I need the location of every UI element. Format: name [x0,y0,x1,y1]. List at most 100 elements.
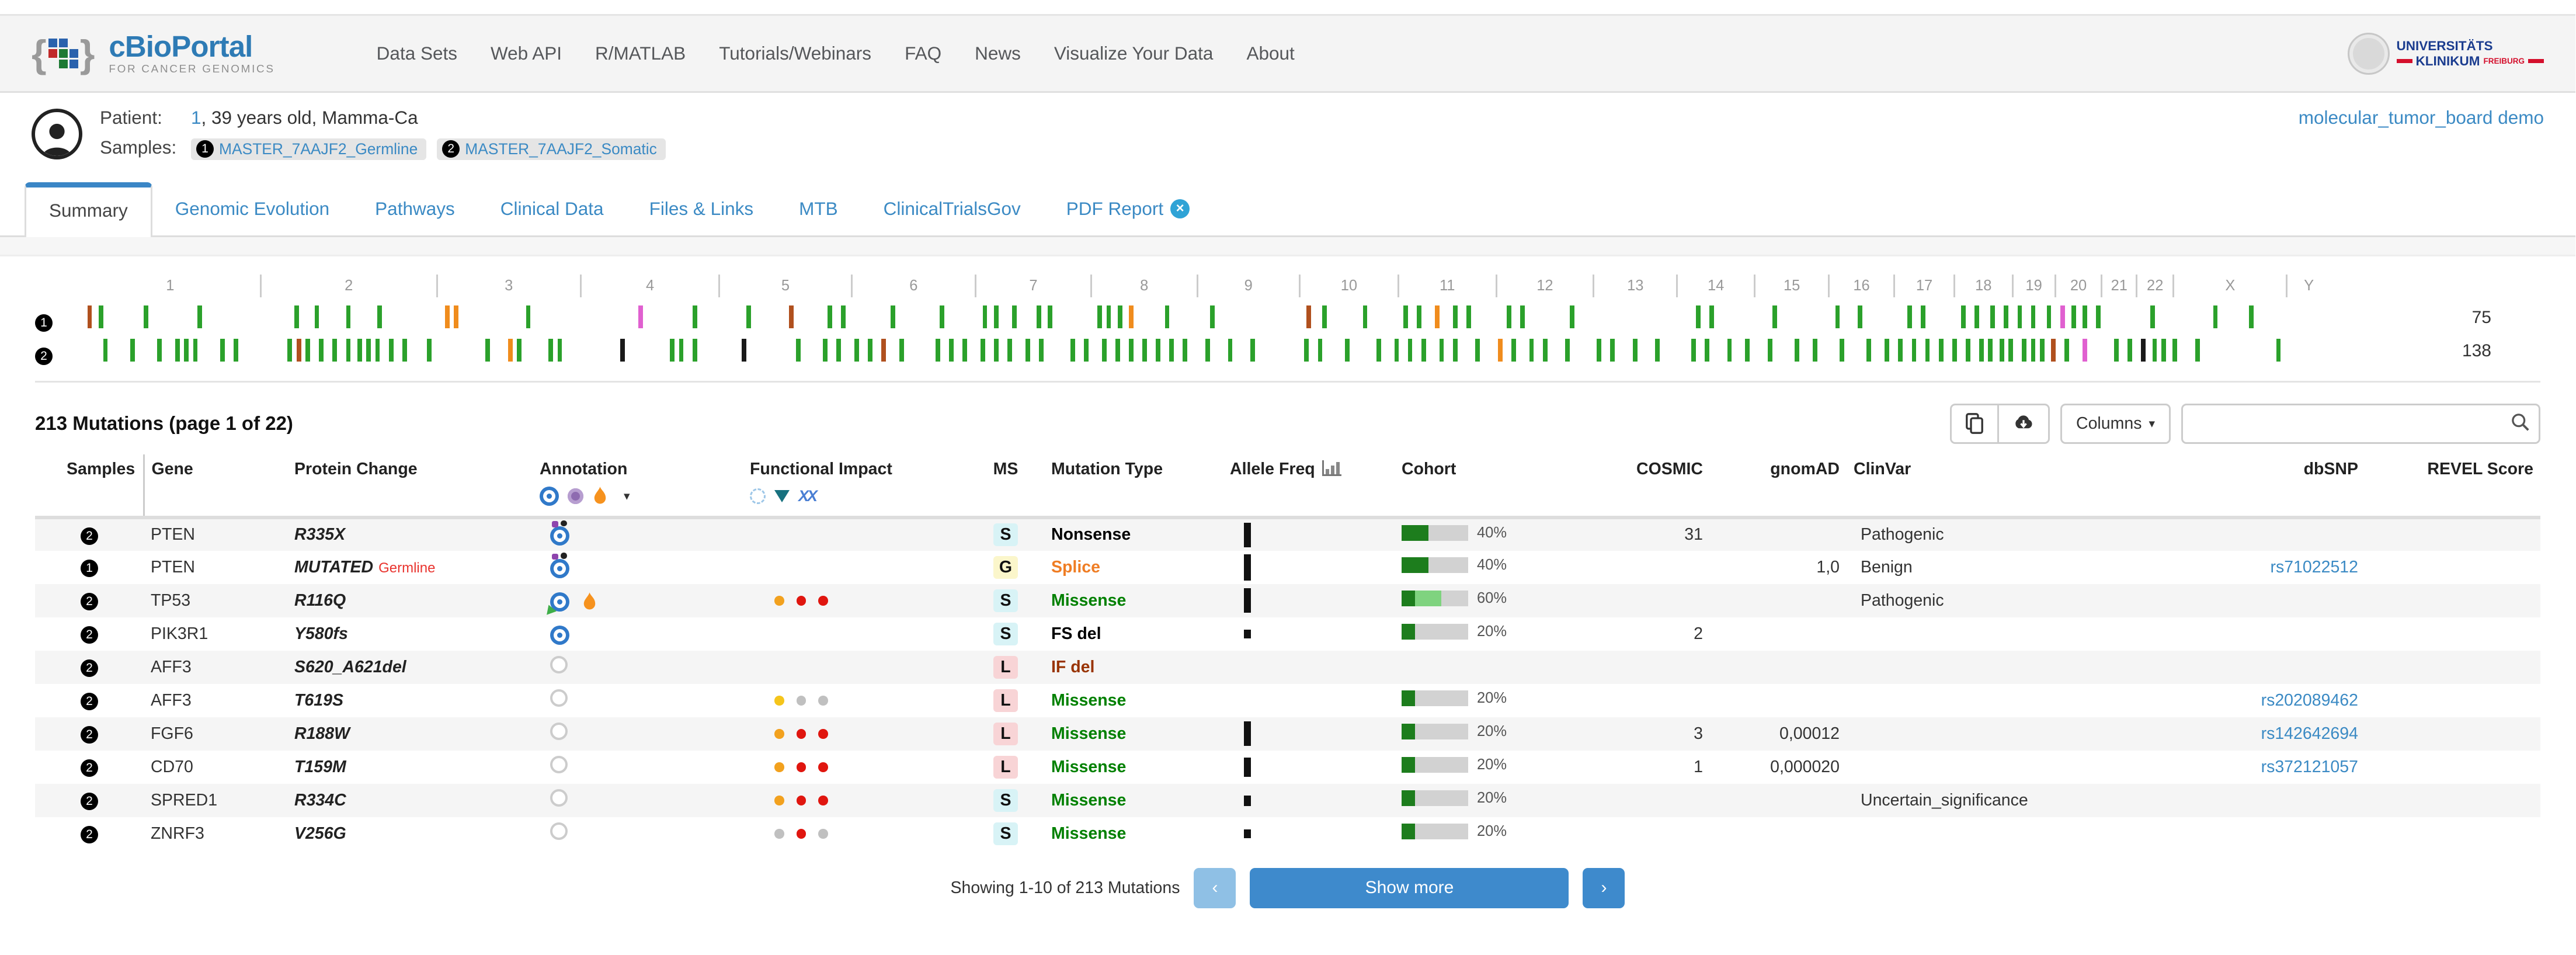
column-header-mtype[interactable]: Mutation Type [1044,454,1223,518]
unknown-oncogenicity-icon[interactable] [550,656,568,673]
unknown-oncogenicity-icon[interactable] [550,822,568,840]
column-header-cosmic[interactable]: COSMIC [1601,454,1710,518]
allele-freq-chart-icon[interactable] [1322,460,1341,476]
hotspot-flame-icon[interactable] [592,487,608,506]
tab-clinical-data[interactable]: Clinical Data [478,182,627,235]
impact-dot-icon[interactable] [774,729,784,739]
study-link[interactable]: molecular_tumor_board demo [2298,107,2544,128]
cohort-frequency[interactable]: 60% [1402,590,1507,607]
column-header-revel[interactable]: REVEL Score [2365,454,2540,518]
oncokb-icon[interactable] [550,558,569,578]
impact-dot-icon[interactable] [818,829,828,839]
column-header-dbsnp[interactable]: dbSNP [2141,454,2365,518]
tab-pathways[interactable]: Pathways [352,182,478,235]
impact-dot-icon[interactable] [774,696,784,706]
sift-icon[interactable] [774,490,790,502]
table-row[interactable]: 2 PIK3R1 Y580fs S FS del 20% 2 [35,617,2540,651]
oncokb-icon[interactable] [550,625,569,645]
column-header-protein[interactable]: Protein Change [287,454,533,518]
cohort-frequency[interactable]: 20% [1402,790,1507,807]
protein-change[interactable]: V256G [294,824,346,843]
protein-change[interactable]: T159M [294,757,346,776]
table-row[interactable]: 2 AFF3 S620_A621del L IF del [35,650,2540,684]
dbsnp-link[interactable]: rs372121057 [2261,757,2358,776]
nav-link-faq[interactable]: FAQ [905,43,942,64]
sample-id-link[interactable]: MASTER_7AAJF2_Somatic [465,140,657,158]
dbsnp-link[interactable]: rs142642694 [2261,724,2358,743]
close-icon[interactable]: × [1170,199,1190,218]
impact-dot-icon[interactable] [774,829,784,839]
table-row[interactable]: 2 ZNRF3 V256G S Missense 20% [35,817,2540,850]
allele-freq-bar[interactable] [1244,829,1251,839]
protein-change[interactable]: R188W [294,724,350,743]
nav-link-tutorials-webinars[interactable]: Tutorials/Webinars [719,43,872,64]
nav-link-data-sets[interactable]: Data Sets [376,43,457,64]
show-more-button[interactable]: Show more [1250,867,1569,908]
download-button[interactable] [1997,403,2050,444]
allele-freq-bar[interactable] [1244,721,1251,746]
column-header-af[interactable]: Allele Freq [1223,454,1395,518]
impact-dot-icon[interactable] [818,729,828,739]
allele-freq-bar[interactable] [1244,630,1251,639]
table-row[interactable]: 2 SPRED1 R334C S Missense 20% Uncertain_signif… [35,783,2540,817]
cohort-frequency[interactable]: 20% [1402,690,1507,707]
table-row[interactable]: 2 PTEN R335X S Nonsense 40% 31 Pathogenic [35,517,2540,551]
protein-change[interactable]: R335X [294,525,346,544]
protein-change[interactable]: S620_A621del [294,657,406,676]
allele-freq-bar[interactable] [1244,795,1251,806]
caret-down-icon[interactable]: ▾ [624,489,630,503]
cohort-frequency[interactable]: 20% [1402,756,1507,773]
allele-freq-bar[interactable] [1244,554,1251,581]
tab-mtb[interactable]: MTB [776,182,861,235]
cbioportal-logo[interactable]: { } cBioPortal FOR CANCER GENOMICS [32,32,275,76]
table-search-input[interactable] [2181,403,2540,444]
protein-change[interactable]: R334C [294,790,346,810]
tab-clinicaltrialsgov[interactable]: ClinicalTrialsGov [861,182,1044,235]
column-header-gnomad[interactable]: gnomAD [1710,454,1847,518]
unknown-oncogenicity-icon[interactable] [550,723,568,740]
oncokb-icon[interactable] [540,487,559,506]
column-header-gene[interactable]: Gene [144,454,287,518]
allele-freq-bar[interactable] [1244,522,1251,547]
table-row[interactable]: 2 TP53 R116Q S Missense 60% Pathogenic [35,584,2540,617]
impact-dot-icon[interactable] [796,696,806,706]
column-header-fi[interactable]: Functional Impact XX [743,454,967,518]
table-row[interactable]: 2 CD70 T159M L Missense 20% 1 0,000020 rs3721210… [35,751,2540,784]
sample-badge[interactable]: 2 MASTER_7AAJF2_Somatic [437,138,666,160]
civic-icon[interactable] [568,488,583,504]
sample-badge[interactable]: 1 MASTER_7AAJF2_Germline [191,138,427,160]
table-row[interactable]: 2 AFF3 T619S L Missense 20% rs202089462 [35,684,2540,717]
protein-change[interactable]: MUTATED [294,557,374,577]
prev-page-button[interactable]: ‹ [1194,867,1236,908]
column-header-annotation[interactable]: Annotation ▾ [533,454,743,518]
impact-dot-icon[interactable] [818,696,828,706]
impact-dot-icon[interactable] [796,729,806,739]
unknown-oncogenicity-icon[interactable] [550,789,568,807]
table-row[interactable]: 2 FGF6 R188W L Missense 20% 3 0,00012 rs14264269… [35,717,2540,751]
column-header-cohort[interactable]: Cohort [1395,454,1601,518]
cohort-frequency[interactable]: 40% [1402,557,1507,574]
tab-files-links[interactable]: Files & Links [627,182,777,235]
protein-change[interactable]: Y580fs [294,624,348,643]
cohort-frequency[interactable]: 40% [1402,525,1507,541]
dbsnp-link[interactable]: rs71022512 [2270,557,2358,577]
column-header-clinvar[interactable]: ClinVar [1847,454,2141,518]
impact-dot-icon[interactable] [818,796,828,805]
brand-name[interactable]: cBioPortal [109,29,253,63]
tab-genomic-evolution[interactable]: Genomic Evolution [152,182,352,235]
cohort-frequency[interactable]: 20% [1402,723,1507,740]
allele-freq-bar[interactable] [1244,588,1251,613]
nav-link-r-matlab[interactable]: R/MATLAB [595,43,686,64]
allele-freq-bar[interactable] [1244,757,1251,777]
copy-button[interactable] [1949,403,1997,444]
impact-dot-icon[interactable] [818,762,828,772]
hotspot-flame-icon[interactable] [582,592,597,612]
impact-dot-icon[interactable] [774,762,784,772]
nav-link-visualize-your-data[interactable]: Visualize Your Data [1054,43,1214,64]
columns-dropdown-button[interactable]: Columns ▾ [2060,403,2171,444]
polyphen-icon[interactable]: XX [798,487,818,505]
impact-dot-icon[interactable] [774,796,784,805]
protein-change[interactable]: T619S [294,690,343,710]
cohort-frequency[interactable]: 20% [1402,623,1507,640]
next-page-button[interactable]: › [1583,867,1625,908]
